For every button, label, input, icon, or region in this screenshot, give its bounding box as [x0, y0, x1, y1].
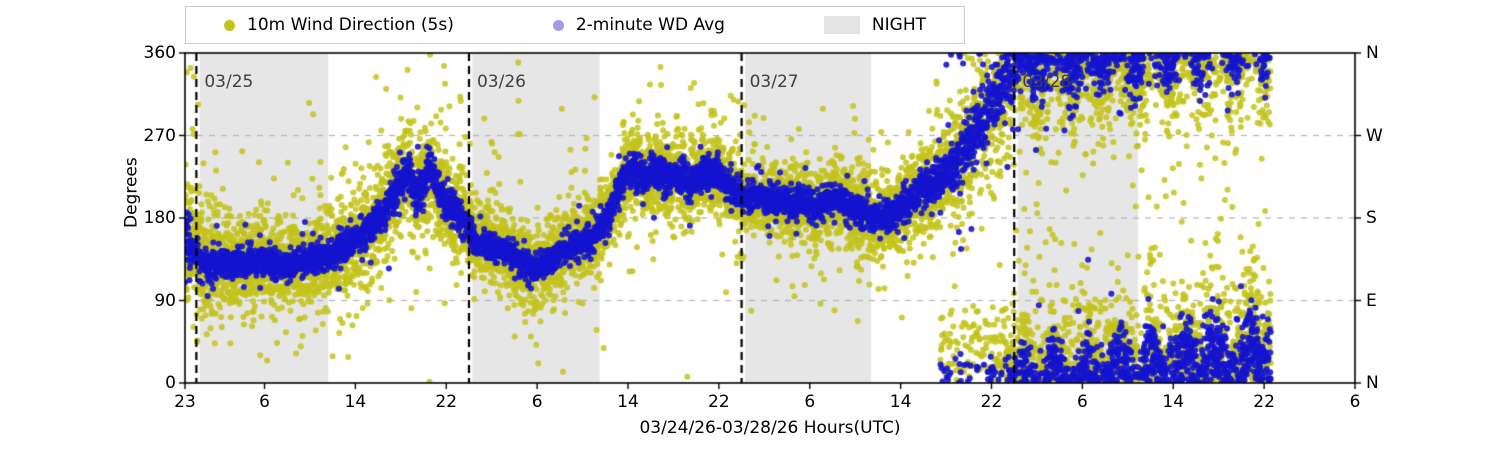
- legend-label-wind-avg: 2-minute WD Avg: [575, 15, 725, 35]
- compass-tick-label: E: [1366, 290, 1377, 311]
- compass-tick-label: W: [1366, 125, 1383, 146]
- x-tick-label: 23: [174, 392, 196, 412]
- compass-tick-label: S: [1366, 208, 1377, 228]
- y-tick-label: 0: [165, 373, 176, 393]
- night-swatch-icon: [823, 16, 860, 34]
- x-tick-label: 22: [980, 392, 1003, 412]
- y-tick-label: 270: [143, 125, 176, 146]
- blue-dot-icon: [552, 19, 564, 31]
- legend-label-wind-raw: 10m Wind Direction (5s): [247, 15, 454, 35]
- y-tick-label: 180: [143, 208, 176, 228]
- legend-label-night: NIGHT: [871, 15, 926, 35]
- day-boundary-label: 03/27: [749, 72, 799, 92]
- day-boundary-label: 03/26: [476, 72, 526, 92]
- x-tick-label: 14: [889, 392, 912, 412]
- x-tick-label: 6: [531, 392, 543, 412]
- compass-tick-label: N: [1366, 43, 1379, 63]
- x-tick-label: 6: [1076, 392, 1088, 412]
- day-boundary-label: 03/25: [204, 72, 254, 92]
- legend-item-wind-avg: 2-minute WD Avg: [552, 15, 725, 35]
- x-tick-label: 22: [1253, 392, 1275, 412]
- x-tick-label: 14: [1162, 392, 1185, 412]
- x-axis-title: 03/24/26-03/28/26 Hours(UTC): [639, 418, 901, 438]
- legend-item-night: NIGHT: [823, 15, 926, 35]
- x-tick-label: 22: [435, 392, 458, 412]
- x-tick-label: 14: [617, 392, 639, 412]
- x-tick-label: 6: [1349, 392, 1361, 412]
- legend-item-wind-raw: 10m Wind Direction (5s): [224, 15, 454, 35]
- x-tick-label: 6: [259, 392, 270, 412]
- x-tick-label: 6: [804, 392, 816, 412]
- y-tick-label: 360: [143, 43, 176, 63]
- x-tick-label: 14: [344, 392, 367, 412]
- x-tick-label: 22: [708, 392, 730, 412]
- compass-tick-label: N: [1366, 373, 1379, 393]
- day-boundary-label: 03/28: [1022, 72, 1072, 92]
- yellow-dot-icon: [224, 19, 235, 31]
- y-tick-label: 90: [154, 290, 176, 311]
- legend: 10m Wind Direction (5s) 2-minute WD Avg …: [185, 6, 965, 44]
